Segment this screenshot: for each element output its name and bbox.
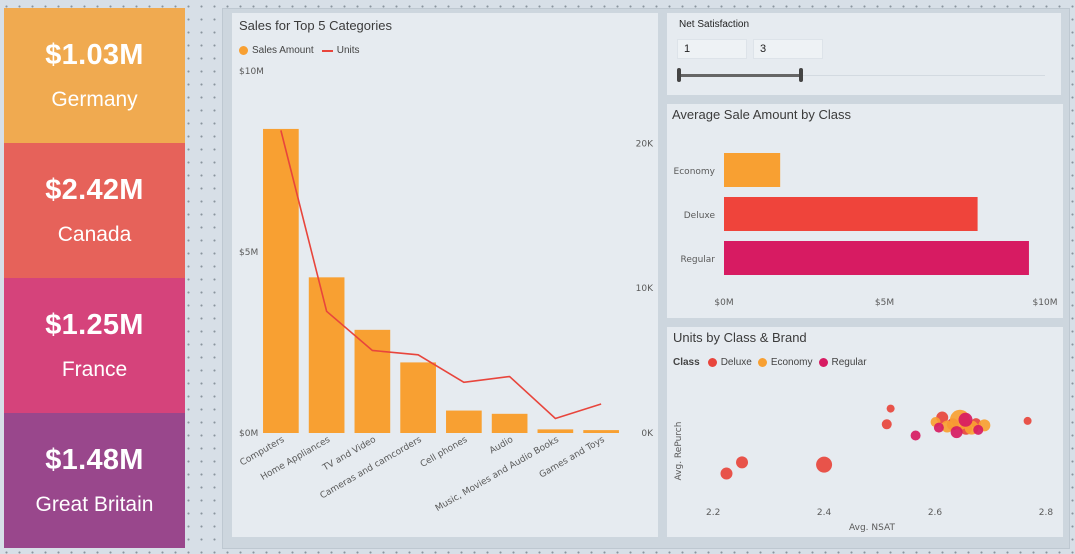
bar-sales-amount [446,410,482,433]
x-axis-label: Avg. NSAT [849,523,895,533]
legend-dot-icon [818,358,828,367]
x-axis-tick: $10M [1033,298,1058,308]
left-axis-tick: $0M [239,429,258,439]
kpi-value: $1.25M [45,309,144,341]
x-axis-tick: $5M [875,298,894,308]
bar-sales-amount [308,277,345,433]
slicer-title: Net Satisfaction [679,19,750,30]
sales-chart-title: Sales for Top 5 Categories [239,18,392,33]
legend-dot-icon [239,46,248,55]
kpi-label: France [61,358,128,381]
kpi-card-france[interactable]: $1.25M France [4,278,185,413]
point-regular [910,430,921,441]
line-units [280,130,602,420]
avg-sale-chart-panel[interactable]: Average Sale Amount by Class Economy Delu… [667,104,1063,318]
bar-sales-amount [354,329,391,433]
bar-deluxe [724,197,978,231]
y-axis-label: Avg. RePurch [674,422,684,481]
point-deluxe [886,404,895,413]
bar-sales-amount [400,362,436,433]
right-axis-tick: 0K [641,429,654,439]
units-chart: 2.2 2.4 2.6 2.8 Avg. NSAT Avg. RePurch [674,404,1054,533]
sales-chart-panel[interactable]: Sales for Top 5 Categories Sales Amount … [232,13,658,537]
legend-item-regular: Regular [831,357,867,368]
kpi-column: $1.03M Germany $2.42M Canada $1.25M Fran… [4,8,185,548]
x-axis-tick: 2.6 [928,508,943,518]
legend-line-icon [321,49,333,52]
kpi-card-canada[interactable]: $2.42M Canada [4,143,185,278]
left-axis-tick: $5M [239,248,258,258]
slider-track-background [679,75,1045,76]
kpi-value: $2.42M [45,174,144,206]
slicer-min-input[interactable]: 1 [677,39,747,59]
right-axis-tick: 20K [636,139,654,149]
units-chart-panel[interactable]: Units by Class & Brand Class Deluxe Econ… [667,327,1063,537]
category-tick-label: Cell phones [419,435,470,470]
point-deluxe [816,456,833,473]
slicer-max-input[interactable]: 3 [753,39,823,59]
slider-handle-max[interactable] [799,68,803,82]
class-label: Economy [674,167,716,177]
legend-title: Class [673,357,700,368]
legend-item-sales-amount: Sales Amount [252,45,314,56]
units-chart-legend: Class Deluxe Economy Regular [673,357,867,368]
point-deluxe [881,419,892,430]
class-label: Deluxe [684,211,716,221]
point-regular [933,422,944,433]
x-axis-tick: 2.4 [817,508,832,518]
point-regular [973,424,984,435]
kpi-value: $1.48M [45,444,144,476]
x-axis-tick: 2.8 [1039,508,1054,518]
kpi-label: Great Britain [35,493,154,516]
point-deluxe [720,467,733,480]
slider-handle-min[interactable] [677,68,681,82]
kpi-label: Canada [57,223,132,246]
x-axis-tick: $0M [714,298,733,308]
kpi-card-great-britain[interactable]: $1.48M Great Britain [4,413,185,548]
legend-item-deluxe: Deluxe [720,357,752,368]
bar-sales-amount [583,430,619,433]
legend-item-units: Units [336,45,360,56]
sales-chart-legend: Sales Amount Units [239,45,360,56]
category-tick-label: Audio [488,435,516,457]
legend-dot-icon [757,358,767,367]
class-label: Regular [680,255,715,265]
point-regular [950,426,963,439]
bar-sales-amount [263,128,299,434]
bar-economy [724,153,781,187]
net-satisfaction-slicer: Net Satisfaction 1 3 [667,13,1061,95]
kpi-card-germany[interactable]: $1.03M Germany [4,8,185,143]
kpi-value: $1.03M [45,39,144,71]
legend-dot-icon [707,358,717,367]
legend-item-economy: Economy [770,357,813,368]
slider-track-selected [679,74,801,77]
avg-sale-chart-title: Average Sale Amount by Class [672,107,851,122]
point-deluxe [1023,416,1032,425]
bar-regular [724,241,1029,275]
right-axis-tick: 10K [636,284,654,294]
point-economy [941,420,954,433]
x-axis-tick: 2.2 [706,508,720,518]
avg-sale-chart: Economy Deluxe Regular $0M $5M $10M [674,153,1058,308]
point-deluxe [736,456,749,469]
bar-sales-amount [491,413,528,433]
kpi-label: Germany [51,88,138,111]
units-chart-title: Units by Class & Brand [673,330,807,345]
left-axis-tick: $10M [239,67,264,77]
bar-sales-amount [537,429,574,433]
point-regular [958,412,973,427]
